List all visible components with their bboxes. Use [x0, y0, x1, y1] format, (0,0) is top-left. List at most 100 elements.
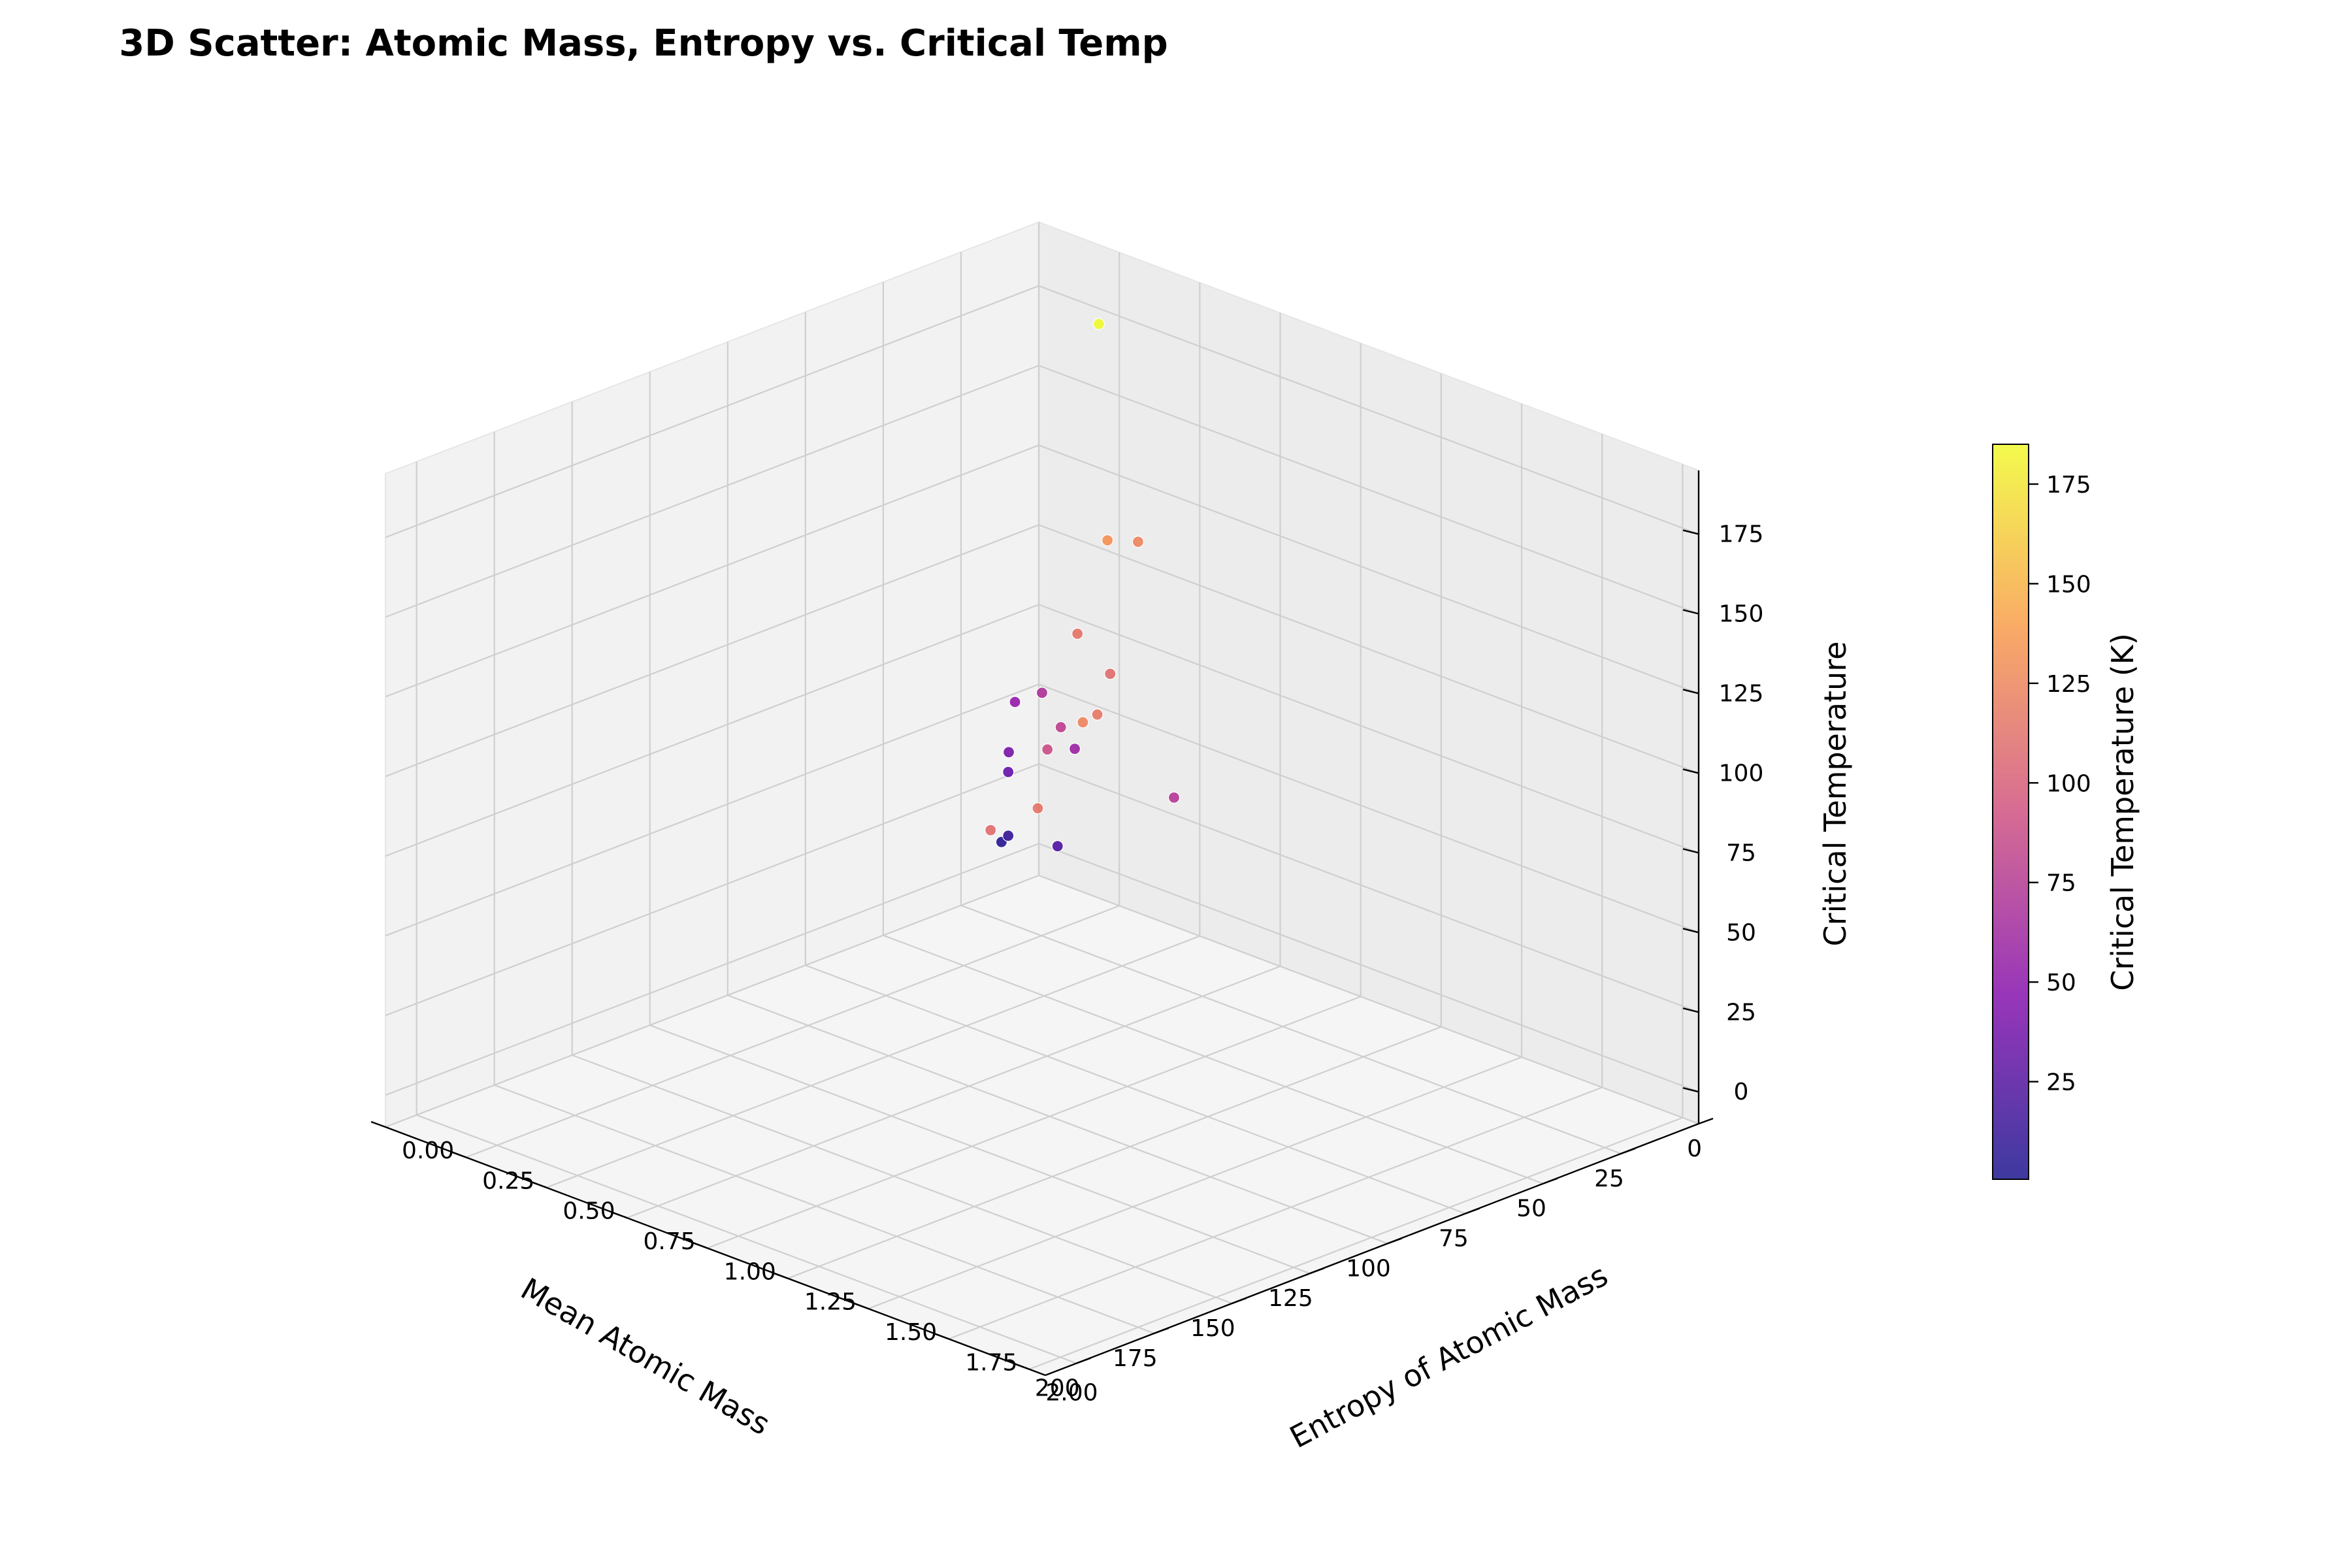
x-tick-label: 100 — [1346, 1255, 1391, 1282]
y-tick-label: 2.00 — [1045, 1380, 1098, 1407]
z-tick-label: 175 — [1719, 521, 1764, 548]
z-gridline-left — [385, 444, 1039, 698]
scatter-point — [1009, 696, 1021, 708]
x-tick-mark — [1309, 1267, 1325, 1275]
y-tick-mark — [1014, 1363, 1030, 1370]
z-gridline-left — [385, 843, 1039, 1096]
scatter-point — [1091, 708, 1103, 721]
z-gridline-left — [385, 604, 1039, 857]
scatter-point — [1168, 791, 1181, 804]
scatter-point — [1102, 534, 1114, 547]
colorbar-tick-label: 50 — [2046, 970, 2076, 996]
y-tick-mark — [693, 1242, 708, 1249]
z-gridline-left — [385, 365, 1039, 618]
x-gridline-floor — [494, 1084, 1155, 1334]
x-tick-mark — [1154, 1327, 1169, 1334]
y-tick-label: 1.50 — [885, 1319, 937, 1346]
scatter-point — [1036, 687, 1049, 699]
z-tick-mark — [1682, 689, 1699, 694]
y-tick-mark — [934, 1333, 949, 1340]
y-tick-label: 1.25 — [804, 1289, 857, 1316]
chart-title: 3D Scatter: Atomic Mass, Entropy vs. Cri… — [119, 22, 1168, 65]
x-gridline-floor — [883, 934, 1544, 1184]
y-tick-mark — [370, 1120, 386, 1128]
z-tick-mark — [1682, 609, 1699, 615]
x-tick-mark — [1387, 1237, 1403, 1245]
z-tick-label: 125 — [1719, 680, 1764, 707]
scatter-point — [985, 824, 997, 836]
y-tick-mark — [773, 1272, 789, 1279]
grid-lines — [385, 222, 1699, 1370]
x-tick-mark — [1076, 1357, 1092, 1364]
x-tick-mark — [1698, 1117, 1714, 1125]
z-gridline-left — [385, 524, 1039, 777]
z-tick-mark — [1682, 768, 1699, 774]
x-gridline-floor — [805, 964, 1466, 1215]
y-gridline-floor — [627, 965, 1281, 1219]
y-tick-mark — [612, 1211, 627, 1219]
tick-labels: 200 175 150 125 100 75 50 25 0 0.00 0.25 0.50 0.75 1.… — [370, 521, 1764, 1407]
x-axis-label: Mean Atomic Mass — [515, 1271, 776, 1442]
x-gridline-floor — [572, 1054, 1233, 1305]
colorbar-tick-label: 125 — [2046, 671, 2091, 698]
z-gridline-left — [385, 683, 1039, 937]
scatter-point — [1071, 627, 1084, 640]
z-tick-label: 75 — [1726, 840, 1756, 866]
scatter-points — [985, 318, 1181, 853]
y-tick-mark — [451, 1151, 466, 1158]
x-gridline-floor — [1038, 874, 1699, 1125]
y-tick-label: 0.50 — [563, 1198, 615, 1225]
z-tick-mark — [1682, 1007, 1699, 1013]
colorbar — [1992, 444, 2029, 1180]
scatter-point — [1002, 830, 1015, 842]
z-tick-mark — [1682, 529, 1699, 535]
x-gridline-floor — [727, 994, 1388, 1245]
scatter-point — [1104, 668, 1117, 680]
z-tick-label: 0 — [1734, 1079, 1749, 1105]
colorbar-tick-label: 150 — [2046, 571, 2091, 598]
scatter-point — [1032, 802, 1044, 815]
z-gridline-right — [1038, 444, 1699, 694]
y-gridline-floor — [707, 996, 1362, 1249]
z-gridline-left — [385, 285, 1039, 538]
y-tick-label: 1.75 — [965, 1349, 1017, 1376]
colorbar-ticks: 25 50 75 100 125 150 175 — [2029, 472, 2091, 1096]
z-tick-mark — [1682, 848, 1699, 854]
y-gridline-floor — [868, 1056, 1522, 1310]
z-tick-label: 25 — [1726, 999, 1756, 1026]
scatter-point — [1132, 536, 1145, 548]
x-tick-mark — [1543, 1177, 1558, 1184]
z-gridline-left — [385, 763, 1039, 1017]
scatter-point — [1092, 318, 1105, 330]
colorbar-label: Critical Temperature (K) — [2105, 633, 2140, 991]
z-gridline-right — [1038, 524, 1699, 774]
y-gridline-floor — [546, 935, 1200, 1188]
x-tick-label: 75 — [1439, 1226, 1469, 1252]
z-tick-label: 150 — [1719, 601, 1764, 628]
x-tick-label: 0 — [1687, 1135, 1702, 1162]
x-gridline-floor — [960, 904, 1622, 1154]
y-tick-mark — [531, 1181, 547, 1188]
y-gridline-floor — [948, 1086, 1603, 1340]
x-tick-label: 50 — [1516, 1196, 1546, 1222]
y-axis-label: Entropy of Atomic Mass — [1284, 1258, 1613, 1455]
x-tick-label: 175 — [1113, 1345, 1158, 1372]
scatter-point — [1054, 721, 1067, 734]
x-tick-label: 200 — [1035, 1375, 1080, 1402]
z-gridline-right — [1038, 365, 1699, 615]
z-tick-mark — [1682, 928, 1699, 934]
x-gridline-floor — [416, 1114, 1077, 1364]
scatter-point — [1002, 746, 1015, 759]
scatter-point — [1041, 743, 1054, 756]
y-gridline-floor — [787, 1026, 1442, 1279]
z-gridline-right — [1038, 285, 1699, 535]
x-tick-label: 25 — [1594, 1166, 1624, 1192]
x-tick-label: 125 — [1268, 1285, 1313, 1312]
y-tick-label: 1.00 — [724, 1258, 776, 1285]
y-gridline-floor — [465, 905, 1120, 1158]
scatter-point — [1051, 840, 1064, 853]
y-tick-mark — [853, 1302, 869, 1310]
z-axis-label: Critical Temperature — [1818, 642, 1853, 947]
z-tick-mark — [1682, 1087, 1699, 1093]
